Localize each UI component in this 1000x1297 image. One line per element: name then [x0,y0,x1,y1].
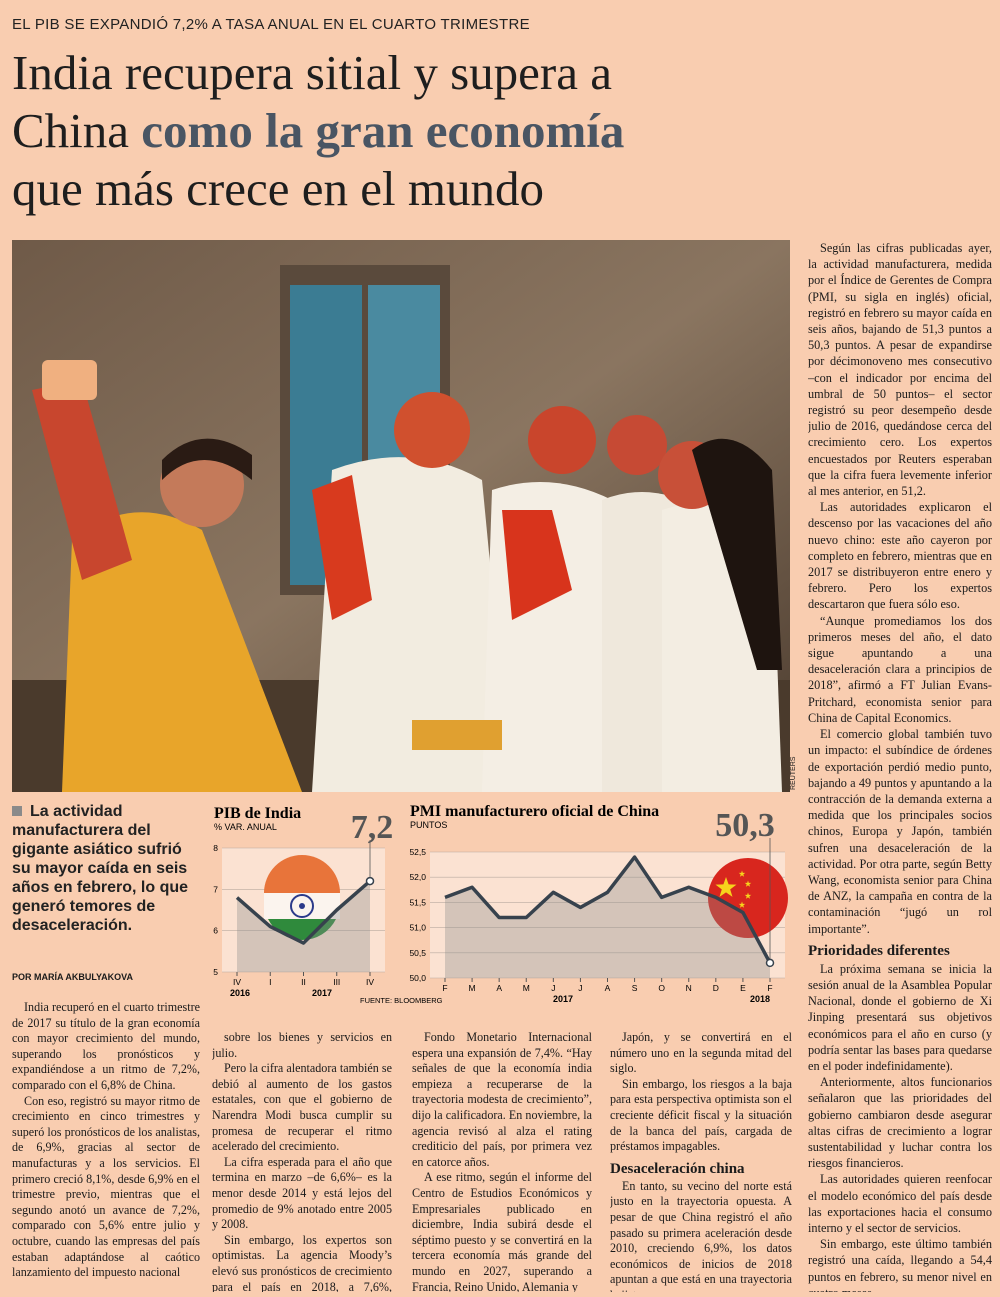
paragraph: Japón, y se convertirá en el número uno … [610,1030,792,1076]
x-tick-label: IV [233,977,241,987]
x-tick-label: M [469,983,476,993]
x-tick-label: III [333,977,340,987]
paragraph: En tanto, su vecino del norte está justo… [610,1178,792,1292]
paragraph: La cifra esperada para el año que termin… [212,1154,392,1232]
year-label: 2017 [553,994,573,1004]
india-flag [264,855,340,941]
chart-title: PMI manufacturero oficial de China [410,803,659,820]
china-flag [708,858,788,938]
y-tick-label: 51,0 [409,923,426,933]
y-tick-label: 5 [213,967,218,977]
y-tick-label: 51,5 [409,897,426,907]
paragraph: El comercio global también tuvo un impac… [808,727,992,936]
flag-star [738,901,746,908]
chart-subtitle: % VAR. ANUAL [214,822,277,832]
x-tick-label: S [632,983,638,993]
flag-star [744,892,752,899]
x-tick-label: E [740,983,746,993]
paragraph: Sin embargo, los expertos son optimistas… [212,1232,392,1292]
x-tick-label: F [442,983,447,993]
paragraph: Sin embargo, este último también registr… [808,1237,992,1292]
deck: La actividad manufacturera del gigante a… [12,802,202,935]
paragraph: Con eso, registró su mayor ritmo de crec… [12,1093,200,1280]
subhead: Desaceleración china [610,1160,745,1177]
x-tick-label: D [713,983,719,993]
text-column: Fondo Monetario Internacional espera una… [412,1030,592,1292]
photo [12,240,790,792]
x-tick-label: A [605,983,611,993]
paragraph: Pero la cifra alentadora también se debi… [212,1061,392,1154]
year-label: 2016 [230,988,250,998]
paragraph: A ese ritmo, según el informe del Centro… [412,1170,592,1292]
y-tick-label: 6 [213,926,218,936]
headline-highlight: como la gran economía [141,103,625,158]
flag-star [738,870,746,877]
subhead: Prioridades diferentes [808,942,950,959]
flag-wheel [290,894,314,918]
paragraph: Anteriormente, altos funcionarios señala… [808,1075,992,1171]
flag-wheel [299,903,305,909]
flag-field [708,858,788,938]
x-tick-label: I [269,977,271,987]
y-tick-label: 7 [213,884,218,894]
paragraph: “Aunque promediamos los dos primeros mes… [808,613,992,725]
x-tick-label: A [496,983,502,993]
paragraph: Las autoridades quieren reenfocar el mod… [808,1172,992,1235]
x-tick-label: F [767,983,772,993]
headline-line: que más crece en el mundo [12,161,544,216]
line [235,879,372,945]
text-column: sobre los bienes y servicios en julio. Pe… [212,1030,392,1292]
x-tick-label: M [523,983,530,993]
paragraph: India recuperó en el cuarto trimestre de… [12,1000,200,1092]
paragraph: Fondo Monetario Internacional espera una… [412,1030,592,1169]
text-column: Japón, y se convertirá en el número uno … [610,1030,792,1292]
kicker: EL PIB SE EXPANDIÓ 7,2% A TASA ANUAL EN … [12,16,530,33]
paragraph: Sin embargo, los riesgos a la baja para … [610,1076,792,1154]
line [444,855,772,964]
x-tick-label: J [578,983,582,993]
text-column: Según las cifras publicadas ayer, la act… [808,240,992,1292]
flag-star [715,877,737,897]
year-label: 2018 [750,994,770,1004]
x-tick-label: N [686,983,692,993]
x-tick-label: IV [366,977,374,987]
x-tick-label: O [658,983,665,993]
chart-subtitle: PUNTOS [410,820,447,830]
flag-stripe [264,855,340,893]
chart-title: PIB de India [214,805,301,822]
paragraph: sobre los bienes y servicios en julio. [212,1030,392,1060]
area [445,857,770,978]
headline-text: China [12,103,130,158]
value-label: 7,2 [351,809,394,846]
paragraph: Según las cifras publicadas ayer, la act… [808,241,992,499]
byline: POR MARÍA AKBULYAKOVA [12,972,134,982]
headline: India recupera sitial y supera a China c… [12,44,624,218]
value-label: 50,3 [715,807,775,844]
headline-line: China como la gran economía [12,102,624,160]
x-tick-label: II [301,977,306,987]
y-tick-label: 8 [213,843,218,853]
point [765,958,775,968]
paragraph: Las autoridades explicaron el descenso p… [808,500,992,612]
source: FUENTE: BLOOMBERG [360,996,443,1005]
paragraph: La próxima semana se inicia la sesión an… [808,961,992,1073]
flag-star [744,880,752,887]
point [365,876,375,886]
y-tick-label: 52,5 [409,847,426,857]
headline-line: India recupera sitial y supera a [12,45,612,100]
x-tick-label: J [551,983,555,993]
y-tick-label: 50,5 [409,948,426,958]
text-column: India recuperó en el cuarto trimestre de… [12,1000,200,1292]
y-tick-label: 50,0 [409,973,426,983]
area [237,881,370,972]
year-label: 2017 [312,988,332,998]
y-tick-label: 52,0 [409,872,426,882]
